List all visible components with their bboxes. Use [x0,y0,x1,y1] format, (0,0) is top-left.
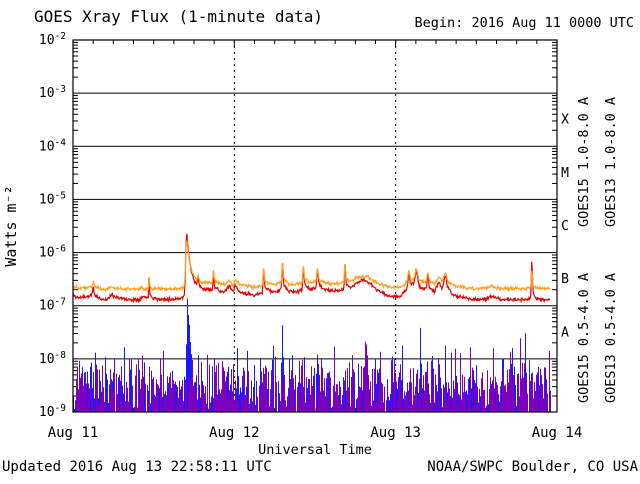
series-goes13-0-5-4-0-a [73,338,551,413]
flare-class-letter: B [561,272,569,287]
y-tick-label: 10-8 [39,350,66,367]
flare-class-letter: A [561,325,569,340]
legend-goes13-long: GOES13 1.0-8.0 A [603,97,619,227]
source-attribution: NOAA/SWPC Boulder, CO USA [427,459,638,475]
y-tick-label: 10-3 [39,84,66,101]
y-tick-label: 10-7 [39,297,66,314]
y-tick-label: 10-4 [39,137,66,154]
series-goes15-1-0-8-0-a [72,233,551,304]
flare-class-letter: X [561,113,569,128]
y-tick-label: 10-6 [39,244,66,261]
flare-class-letter: M [561,166,569,181]
y-tick-label: 10-2 [39,31,66,48]
x-date-label: Aug 11 [48,425,99,441]
legend-goes13-short: GOES13 0.5-4.0 A [603,273,619,403]
plot-border [72,39,558,413]
legend-goes15-short: GOES15 0.5-4.0 A [576,273,592,403]
updated-timestamp: Updated 2016 Aug 13 22:58:11 UTC [2,459,272,475]
x-date-label: Aug 12 [209,425,260,441]
legend-goes15-long: GOES15 1.0-8.0 A [576,97,592,227]
x-date-label: Aug 14 [532,425,583,441]
x-date-label: Aug 13 [370,425,421,441]
y-tick-label: 10-5 [39,190,66,207]
begin-time-label: Begin: 2016 Aug 11 0000 UTC [415,15,634,31]
series-goes13-1-0-8-0-a [72,239,551,293]
plot-area [72,39,558,413]
chart-title: GOES Xray Flux (1-minute data) [34,7,323,26]
x-axis-title: Universal Time [258,442,372,458]
flare-class-letter: C [561,219,569,234]
y-tick-label: 10-9 [39,403,66,420]
y-axis-title: Watts m⁻² [2,185,20,266]
